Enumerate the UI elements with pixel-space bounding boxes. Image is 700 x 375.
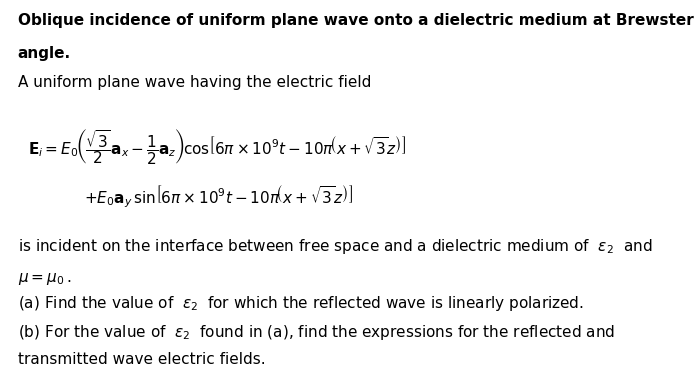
Text: $\mathbf{E}_i = E_0\!\left(\dfrac{\sqrt{3}}{2}\mathbf{a}_x - \dfrac{1}{2}\mathbf: $\mathbf{E}_i = E_0\!\left(\dfrac{\sqrt{… [28,128,407,166]
Text: angle.: angle. [18,46,71,61]
Text: transmitted wave electric fields.: transmitted wave electric fields. [18,352,265,368]
Text: is incident on the interface between free space and a dielectric medium of  $\va: is incident on the interface between fre… [18,237,652,256]
Text: (a) Find the value of  $\varepsilon_2$  for which the reflected wave is linearly: (a) Find the value of $\varepsilon_2$ fo… [18,294,583,314]
Text: (b) For the value of  $\varepsilon_2$  found in (a), find the expressions for th: (b) For the value of $\varepsilon_2$ fou… [18,322,615,342]
Text: $\mu = \mu_0\,.$: $\mu = \mu_0\,.$ [18,271,71,287]
Text: $+ E_0\mathbf{a}_y\,\sin\!\left[6\pi\times10^9t - 10\pi\!\left(x + \sqrt{3}z\rig: $+ E_0\mathbf{a}_y\,\sin\!\left[6\pi\tim… [84,184,353,210]
Text: A uniform plane wave having the electric field: A uniform plane wave having the electric… [18,75,371,90]
Text: Oblique incidence of uniform plane wave onto a dielectric medium at Brewster: Oblique incidence of uniform plane wave … [18,13,693,28]
